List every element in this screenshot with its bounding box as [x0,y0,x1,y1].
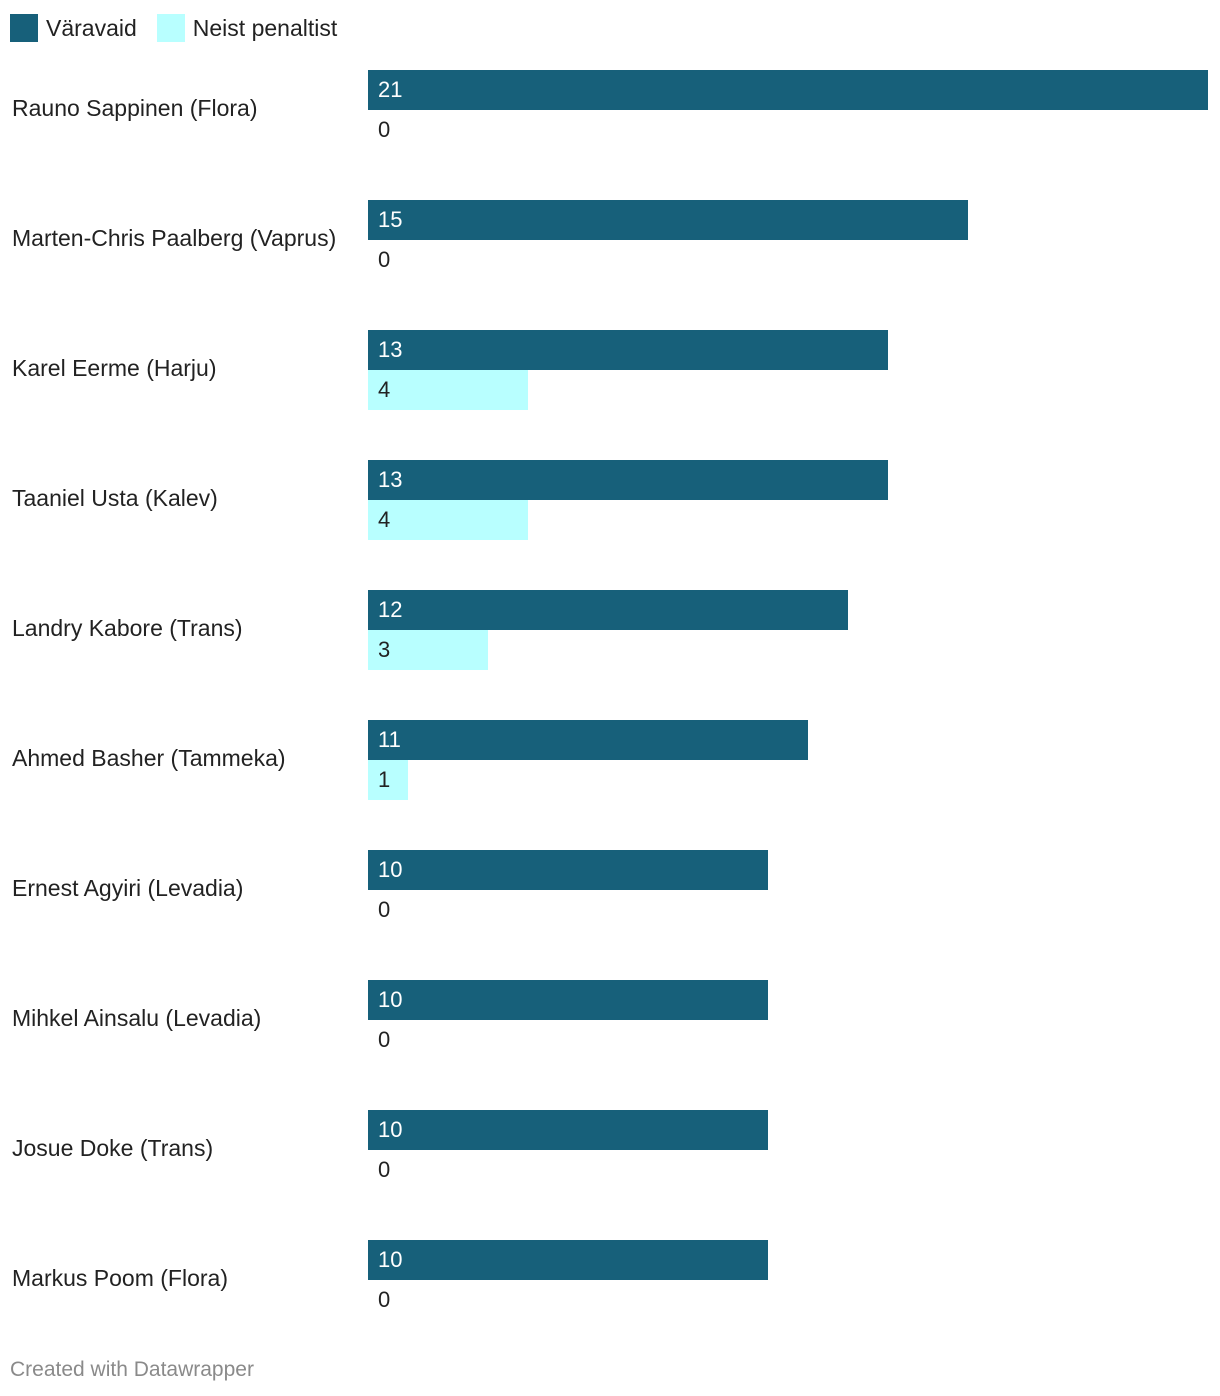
data-label: 11 [378,727,401,752]
data-label: 0 [378,247,390,272]
category-label: Ahmed Basher (Tammeka) [12,745,286,771]
data-label: 0 [378,1027,390,1052]
bar [368,760,408,800]
data-label: 0 [378,1287,390,1312]
bar [368,1240,768,1280]
legend-swatch-penalties [156,14,185,42]
data-label: 15 [378,207,402,232]
bar [368,70,1208,110]
data-label: 10 [378,1117,402,1142]
legend: Väravaid Neist penaltist [10,12,337,44]
data-label: 3 [378,637,390,662]
data-label: 0 [378,117,390,142]
category-label: Josue Doke (Trans) [12,1135,213,1161]
data-label: 10 [378,857,402,882]
legend-label-goals: Väravaid [46,14,137,41]
data-label: 13 [378,467,402,492]
bar [368,330,888,370]
bar [368,200,968,240]
bar [368,980,768,1020]
data-label: 13 [378,337,402,362]
legend-label-penalties: Neist penaltist [192,14,338,41]
data-label: 12 [378,597,402,622]
category-label: Ernest Agyiri (Levadia) [12,875,243,901]
legend-swatch-goals [10,14,38,42]
category-label: Rauno Sappinen (Flora) [12,95,257,121]
category-label: Marten-Chris Paalberg (Vaprus) [12,225,336,251]
data-label: 1 [378,767,390,792]
category-label: Landry Kabore (Trans) [12,615,243,641]
category-label: Karel Eerme (Harju) [12,355,217,381]
bar-chart: Rauno Sappinen (Flora) 21 0 Marten-Chris Pa… [12,70,1208,1312]
legend-item-penalties: Neist penaltist [156,14,338,42]
data-label: 0 [378,1157,390,1182]
data-label: 0 [378,897,390,922]
legend-item-goals: Väravaid [10,14,137,42]
bar [368,850,768,890]
data-label: 10 [378,1247,402,1272]
bar [368,1110,768,1150]
bar [368,590,848,630]
bar [368,370,528,410]
footer-credit: Created with Datawrapper [10,1358,254,1381]
data-label: 21 [378,77,402,102]
category-label: Mihkel Ainsalu (Levadia) [12,1005,261,1031]
bar [368,720,808,760]
bar [368,460,888,500]
bar [368,500,528,540]
data-label: 10 [378,987,402,1012]
category-label: Taaniel Usta (Kalev) [12,485,218,511]
bar [368,630,488,670]
data-label: 4 [378,507,390,532]
data-label: 4 [378,377,390,402]
category-label: Markus Poom (Flora) [12,1265,228,1291]
